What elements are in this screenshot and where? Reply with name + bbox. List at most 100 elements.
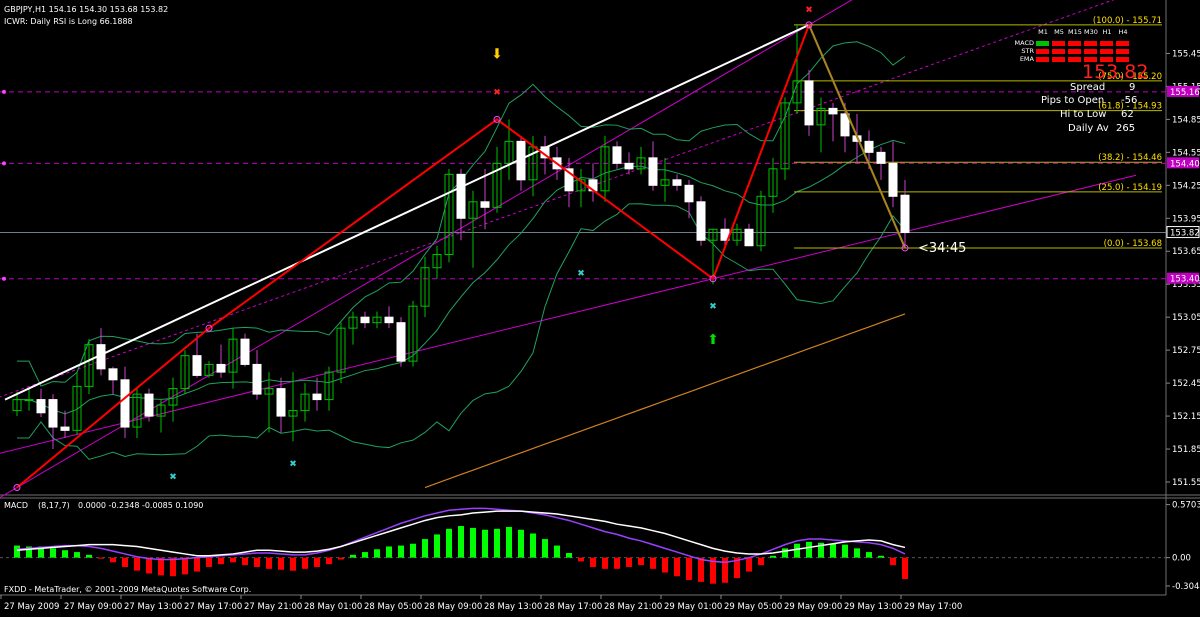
macd-histogram-bar	[326, 557, 332, 565]
macd-histogram-bar	[218, 557, 224, 565]
signal-cell	[1116, 57, 1129, 62]
macd-histogram-bar	[506, 526, 512, 558]
signal-cell	[1052, 57, 1065, 62]
time-tick-label: 28 May 17:00	[544, 602, 602, 612]
candle-body	[84, 344, 94, 387]
level-dot	[2, 276, 6, 281]
macd-histogram-bar	[38, 546, 44, 558]
timeframe-label: M1	[1038, 28, 1048, 36]
current-price-big: 153.82	[1082, 61, 1148, 83]
macd-histogram-bar	[482, 529, 488, 558]
macd-histogram-bar	[578, 557, 584, 562]
candle-body	[504, 140, 514, 164]
price-tick-label: 154.55	[1172, 148, 1200, 158]
macd-histogram-bar	[278, 557, 284, 570]
price-tick-label: 155.45	[1172, 49, 1200, 59]
candle-body	[756, 195, 766, 247]
price-tick-label: 153.65	[1172, 247, 1200, 257]
macd-histogram-bar	[866, 552, 872, 558]
price-tag-label: 153.40	[1170, 275, 1200, 285]
timeframe-label: M15	[1068, 28, 1082, 36]
signal-cell	[1068, 57, 1081, 62]
candle-body	[744, 228, 754, 247]
macd-histogram-bar	[530, 533, 536, 558]
macd-histogram-bar	[290, 557, 296, 571]
candle-body	[252, 363, 262, 395]
time-tick-label: 27 May 09:00	[64, 602, 122, 612]
level-dot	[2, 161, 6, 166]
hilow-label: Hi to Low	[1060, 109, 1106, 120]
pips-value: -56	[1121, 95, 1137, 106]
macd-histogram-bar	[422, 539, 428, 558]
macd-histogram-bar	[386, 546, 392, 558]
zigzag-point	[13, 484, 21, 492]
price-tick-label: 152.75	[1172, 346, 1200, 356]
signal-cell	[1052, 49, 1065, 54]
macd-histogram-bar	[74, 552, 80, 558]
copyright-footer: FXDD - MetaTrader, © 2001-2009 MetaQuote…	[4, 585, 251, 594]
macd-histogram-bar	[230, 557, 236, 563]
candle-body	[792, 80, 802, 104]
level-dot	[2, 89, 6, 94]
macd-histogram-bar	[602, 557, 608, 569]
macd-tick-label: -0.3044	[1172, 582, 1200, 592]
timeframe-label: H4	[1118, 28, 1127, 36]
signal-x-marker: ✖	[577, 269, 585, 279]
price-tag-box	[1167, 272, 1199, 284]
candle-body	[804, 80, 814, 126]
macd-histogram-bar	[638, 557, 644, 566]
price-tick-label: 152.15	[1172, 412, 1200, 422]
time-tick-label: 29 May 13:00	[844, 602, 902, 612]
zigzag-point	[493, 115, 501, 123]
signal-cell	[1036, 49, 1049, 54]
macd-histogram-bar	[122, 557, 128, 567]
time-tick-label: 27 May 21:00	[244, 602, 302, 612]
price-tick-label: 153.35	[1172, 280, 1200, 290]
macd-histogram-bar	[794, 543, 800, 558]
fibo-level-label: (38.2) - 154.46	[1098, 153, 1162, 163]
macd-histogram-bar	[134, 557, 140, 571]
timeframe-label: H1	[1102, 28, 1111, 36]
signal-x-marker: ✖	[709, 302, 717, 312]
macd-histogram-bar	[374, 549, 380, 558]
lower-channel-line	[0, 174, 1137, 454]
price-tag-box	[1167, 157, 1199, 169]
macd-panel	[0, 507, 1166, 584]
candle-body	[840, 113, 850, 137]
price-tag-label: 153.82	[1170, 229, 1200, 239]
signal-cell	[1052, 41, 1065, 46]
macd-histogram-bar	[338, 557, 344, 560]
time-tick-label: 28 May 05:00	[364, 602, 422, 612]
fibo-level-label: (75.0) - 155.20	[1098, 72, 1162, 82]
candle-body	[156, 404, 166, 417]
candle-body	[732, 228, 742, 241]
time-tick-label: 28 May 21:00	[604, 602, 662, 612]
candle-body	[780, 102, 790, 170]
time-tick-label: 29 May 17:00	[904, 602, 962, 612]
candle-body	[888, 162, 898, 197]
candle-body	[168, 388, 178, 406]
macd-histogram-bar	[734, 557, 740, 579]
signal-row-label: MACD	[1015, 39, 1034, 47]
macd-histogram-bar	[722, 557, 728, 583]
buy-arrow-marker: ⬆	[707, 332, 719, 348]
spread-label: Spread	[1070, 82, 1105, 93]
price-tick-label: 153.95	[1172, 214, 1200, 224]
macd-histogram-bar	[806, 541, 812, 558]
macd-histogram-bar	[890, 557, 896, 566]
spread-value: 9	[1129, 82, 1135, 93]
price-tick-label: 151.85	[1172, 445, 1200, 455]
sell-arrow-marker: ⬇	[491, 46, 503, 62]
macd-title: MACD	[4, 501, 28, 510]
signal-x-marker: ✖	[493, 88, 501, 98]
macd-histogram-bar	[854, 548, 860, 558]
signal-cell	[1084, 41, 1097, 46]
bollinger-lower	[17, 203, 906, 460]
macd-histogram-bar	[110, 557, 116, 563]
macd-histogram-bar	[494, 528, 500, 558]
fibo-level-label: (100.0) - 155.71	[1093, 16, 1162, 26]
candle-body	[828, 107, 838, 115]
price-tag-box	[1167, 85, 1199, 97]
time-tick-label: 29 May 09:00	[784, 602, 842, 612]
